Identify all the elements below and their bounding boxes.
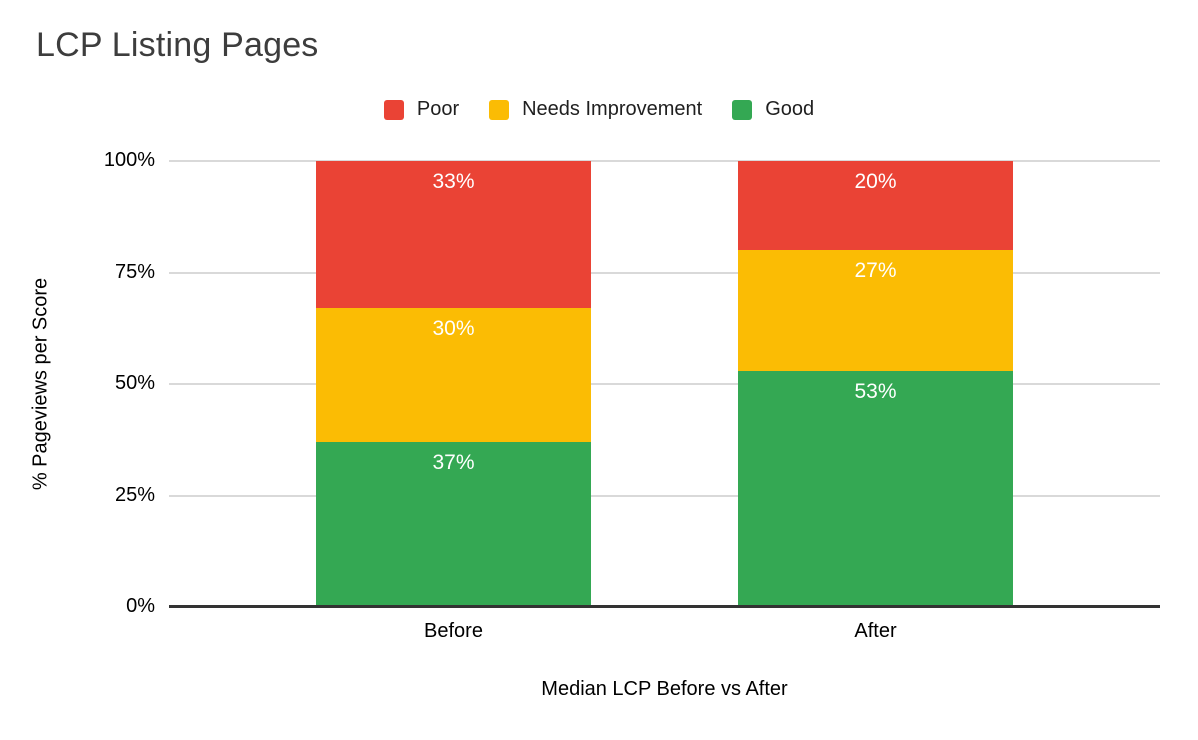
legend-swatch-needs-improvement-icon [489, 99, 510, 120]
bar-segment-label-before-needs-improvement: 30% [432, 317, 475, 341]
y-tick-label-0: 0% [126, 595, 155, 617]
legend-item-poor: Poor [383, 98, 460, 121]
bar-segment-before-poor: 33% [316, 161, 591, 309]
bar-segment-label-after-good: 53% [854, 379, 897, 403]
category-label-after: After [854, 620, 897, 642]
legend-label-good: Good [765, 98, 815, 120]
y-tick-label-100: 100% [103, 149, 155, 171]
bar-segment-after-poor: 20% [738, 161, 1013, 251]
x-axis-baseline [169, 605, 1160, 608]
bar-segment-before-needs-improvement: 30% [316, 308, 591, 442]
bar-segment-after-good: 53% [738, 370, 1013, 607]
gridline-50 [169, 383, 1160, 385]
bar-segment-after-needs-improvement: 27% [738, 250, 1013, 371]
x-axis-title: Median LCP Before vs After [541, 678, 788, 700]
bar-segment-label-before-poor: 33% [432, 170, 475, 193]
legend: Poor Needs Improvement Good [0, 98, 1198, 121]
legend-swatch-poor-icon [383, 99, 404, 120]
y-tick-label-25: 25% [114, 483, 155, 506]
chart-title: LCP Listing Pages [36, 26, 319, 64]
bar-before: 33% 30% 37% [316, 161, 591, 607]
category-label-before: Before [424, 620, 483, 642]
gridline-75 [169, 271, 1160, 274]
y-tick-label-50: 50% [114, 372, 155, 394]
gridline-25 [169, 494, 1160, 497]
bar-segment-label-before-good: 37% [432, 450, 475, 474]
bar-segment-before-good: 37% [316, 441, 591, 607]
plot-area: 33% 30% 37% 20% 27% 53% [169, 160, 1160, 608]
gridline-100 [169, 160, 1160, 162]
legend-label-needs-improvement: Needs Improvement [522, 98, 703, 120]
bar-segment-label-after-poor: 20% [854, 170, 897, 193]
legend-label-poor: Poor [416, 98, 460, 120]
legend-item-needs-improvement: Needs Improvement [489, 98, 702, 121]
legend-swatch-good-icon [732, 99, 753, 120]
bar-after: 20% 27% 53% [738, 161, 1013, 607]
y-tick-label-75: 75% [114, 260, 155, 283]
legend-item-good: Good [732, 98, 814, 121]
bar-segment-label-after-needs-improvement: 27% [854, 259, 897, 283]
